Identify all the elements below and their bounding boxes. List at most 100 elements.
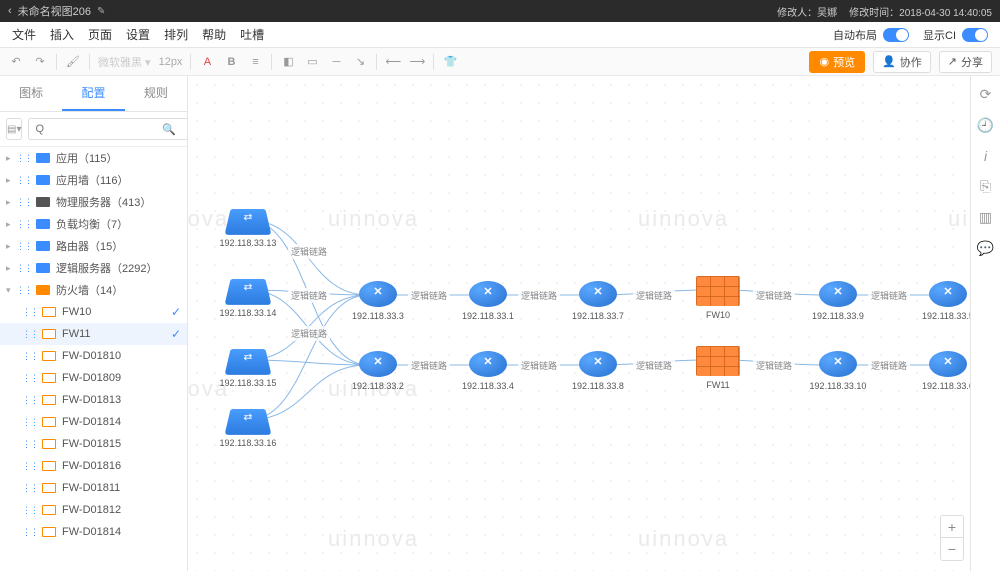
arrow-end-icon[interactable]: ⟶ bbox=[409, 54, 425, 70]
comment-icon[interactable]: 💬 bbox=[977, 240, 994, 257]
router-node[interactable]: 192.118.33.8 bbox=[568, 351, 628, 391]
clock-icon[interactable]: 🕘 bbox=[977, 117, 994, 134]
tree-category[interactable]: ▾⋮⋮防火墙（14） bbox=[0, 279, 187, 301]
bold-icon[interactable]: B bbox=[223, 54, 239, 70]
link-label: 逻辑链路 bbox=[868, 288, 910, 303]
tree-firewall-item[interactable]: ⋮⋮FW-D01810 bbox=[0, 345, 187, 367]
preview-button[interactable]: ◉ 预览 bbox=[809, 51, 865, 73]
firewall-node[interactable]: FW10 bbox=[688, 276, 748, 320]
title-bar: ‹ 未命名视图206 ✎ 修改人：吴娜 修改时间：2018-04-30 14:4… bbox=[0, 0, 1000, 22]
border-icon[interactable]: ▭ bbox=[304, 54, 320, 70]
tree-firewall-item[interactable]: ⋮⋮FW-D01809 bbox=[0, 367, 187, 389]
tree-category[interactable]: ▸⋮⋮负载均衡（7） bbox=[0, 213, 187, 235]
menu-settings[interactable]: 设置 bbox=[126, 26, 150, 43]
redo-icon[interactable]: ↷ bbox=[32, 54, 48, 70]
export-icon[interactable]: ⎘ bbox=[980, 178, 991, 195]
router-node[interactable]: 192.118.33.6 bbox=[918, 351, 970, 391]
switch-node[interactable]: 192.118.33.14 bbox=[218, 276, 278, 318]
sidebar-tabs: 图标 配置 规则 bbox=[0, 76, 187, 112]
switch-node[interactable]: 192.118.33.13 bbox=[218, 206, 278, 248]
switch-node[interactable]: 192.118.33.15 bbox=[218, 346, 278, 388]
link-label: 逻辑链路 bbox=[288, 326, 330, 341]
tree-firewall-item[interactable]: ⋮⋮FW-D01812 bbox=[0, 499, 187, 521]
link-label: 逻辑链路 bbox=[408, 288, 450, 303]
router-node[interactable]: 192.118.33.5 bbox=[918, 281, 970, 321]
tree-category[interactable]: ▸⋮⋮应用墙（116） bbox=[0, 169, 187, 191]
connector-icon[interactable]: ↘ bbox=[352, 54, 368, 70]
toolbar: ↶ ↷ 🖌 微软雅黑 ▾ 12px A B ≡ ◧ ▭ ─ ↘ ⟵ ⟶ 👕 ◉ … bbox=[0, 48, 1000, 76]
router-node[interactable]: 192.118.33.1 bbox=[458, 281, 518, 321]
paint-icon[interactable]: 🖌 bbox=[65, 54, 81, 70]
switch-node[interactable]: 192.118.33.16 bbox=[218, 406, 278, 448]
fill-icon[interactable]: ◧ bbox=[280, 54, 296, 70]
router-node[interactable]: 192.118.33.10 bbox=[808, 351, 868, 391]
font-color-icon[interactable]: A bbox=[199, 54, 215, 70]
tree-category[interactable]: ▸⋮⋮路由器（15） bbox=[0, 235, 187, 257]
align-icon[interactable]: ≡ bbox=[247, 54, 263, 70]
arrow-start-icon[interactable]: ⟵ bbox=[385, 54, 401, 70]
right-toolbar: ⟳ 🕘 i ⎘ ▥ 💬 bbox=[970, 76, 1000, 571]
refresh-icon[interactable]: ⟳ bbox=[980, 86, 992, 103]
link-label: 逻辑链路 bbox=[288, 288, 330, 303]
link-label: 逻辑链路 bbox=[408, 358, 450, 373]
tab-rules[interactable]: 规则 bbox=[125, 76, 187, 111]
modified-at: 修改时间：2018-04-30 14:40:05 bbox=[849, 4, 992, 19]
router-node[interactable]: 192.118.33.3 bbox=[348, 281, 408, 321]
firewall-node[interactable]: FW11 bbox=[688, 346, 748, 390]
line-style-icon[interactable]: ─ bbox=[328, 54, 344, 70]
menu-file[interactable]: 文件 bbox=[12, 26, 36, 43]
show-ci-switch[interactable] bbox=[962, 28, 988, 42]
tree-firewall-item[interactable]: ⋮⋮FW-D01813 bbox=[0, 389, 187, 411]
menu-help[interactable]: 帮助 bbox=[202, 26, 226, 43]
router-node[interactable]: 192.118.33.7 bbox=[568, 281, 628, 321]
router-node[interactable]: 192.118.33.2 bbox=[348, 351, 408, 391]
canvas[interactable]: uinnovauinnovauinnovauinnovauinnovauinno… bbox=[188, 76, 970, 571]
tab-icons[interactable]: 图标 bbox=[0, 76, 62, 111]
undo-icon[interactable]: ↶ bbox=[8, 54, 24, 70]
menu-insert[interactable]: 插入 bbox=[50, 26, 74, 43]
filter-dropdown[interactable]: ▤▾ bbox=[6, 118, 22, 140]
zoom-in[interactable]: + bbox=[941, 516, 963, 538]
font-select[interactable]: 微软雅黑 ▾ bbox=[98, 54, 151, 70]
font-size[interactable]: 12px bbox=[159, 56, 183, 68]
menu-bar: 文件 插入 页面 设置 排列 帮助 吐槽 自动布局 显示CI bbox=[0, 22, 1000, 48]
router-node[interactable]: 192.118.33.9 bbox=[808, 281, 868, 321]
auto-layout-label: 自动布局 bbox=[833, 27, 877, 43]
link-label: 逻辑链路 bbox=[518, 358, 560, 373]
tab-config[interactable]: 配置 bbox=[62, 76, 124, 111]
collab-button[interactable]: 👤 协作 bbox=[873, 51, 931, 73]
router-node[interactable]: 192.118.33.4 bbox=[458, 351, 518, 391]
tree-firewall-item[interactable]: ⋮⋮FW-D01811 bbox=[0, 477, 187, 499]
info-icon[interactable]: i bbox=[984, 148, 987, 164]
tree-firewall-item[interactable]: ⋮⋮FW11✓ bbox=[0, 323, 187, 345]
menu-page[interactable]: 页面 bbox=[88, 26, 112, 43]
edit-title-icon[interactable]: ✎ bbox=[97, 6, 105, 17]
layers-icon[interactable]: ▥ bbox=[979, 209, 992, 226]
share-button[interactable]: ↗ 分享 bbox=[939, 51, 992, 73]
tree-firewall-item[interactable]: ⋮⋮FW-D01814 bbox=[0, 411, 187, 433]
tree-firewall-item[interactable]: ⋮⋮FW-D01816 bbox=[0, 455, 187, 477]
back-icon[interactable]: ‹ bbox=[8, 5, 12, 17]
zoom-out[interactable]: − bbox=[941, 538, 963, 560]
sidebar: 图标 配置 规则 ▤▾ 🔍 ▸⋮⋮应用（115）▸⋮⋮应用墙（116）▸⋮⋮物理… bbox=[0, 76, 188, 571]
menu-arrange[interactable]: 排列 bbox=[164, 26, 188, 43]
tree-firewall-item[interactable]: ⋮⋮FW10✓ bbox=[0, 301, 187, 323]
menu-feedback[interactable]: 吐槽 bbox=[240, 26, 264, 43]
show-ci-label: 显示CI bbox=[923, 27, 956, 43]
link-label: 逻辑链路 bbox=[868, 358, 910, 373]
tree-firewall-item[interactable]: ⋮⋮FW-D01815 bbox=[0, 433, 187, 455]
tree-firewall-item[interactable]: ⋮⋮FW-D01814 bbox=[0, 521, 187, 543]
link-label: 逻辑链路 bbox=[288, 244, 330, 259]
doc-title: 未命名视图206 bbox=[18, 3, 91, 19]
tree: ▸⋮⋮应用（115）▸⋮⋮应用墙（116）▸⋮⋮物理服务器（413）▸⋮⋮负载均… bbox=[0, 147, 187, 571]
more-icon[interactable]: 👕 bbox=[442, 54, 458, 70]
search-input[interactable] bbox=[28, 118, 188, 140]
tree-category[interactable]: ▸⋮⋮物理服务器（413） bbox=[0, 191, 187, 213]
tree-category[interactable]: ▸⋮⋮应用（115） bbox=[0, 147, 187, 169]
link-label: 逻辑链路 bbox=[518, 288, 560, 303]
tree-category[interactable]: ▸⋮⋮逻辑服务器（2292） bbox=[0, 257, 187, 279]
auto-layout-switch[interactable] bbox=[883, 28, 909, 42]
link-label: 逻辑链路 bbox=[633, 358, 675, 373]
zoom-control: + − bbox=[940, 515, 964, 561]
link-label: 逻辑链路 bbox=[633, 288, 675, 303]
